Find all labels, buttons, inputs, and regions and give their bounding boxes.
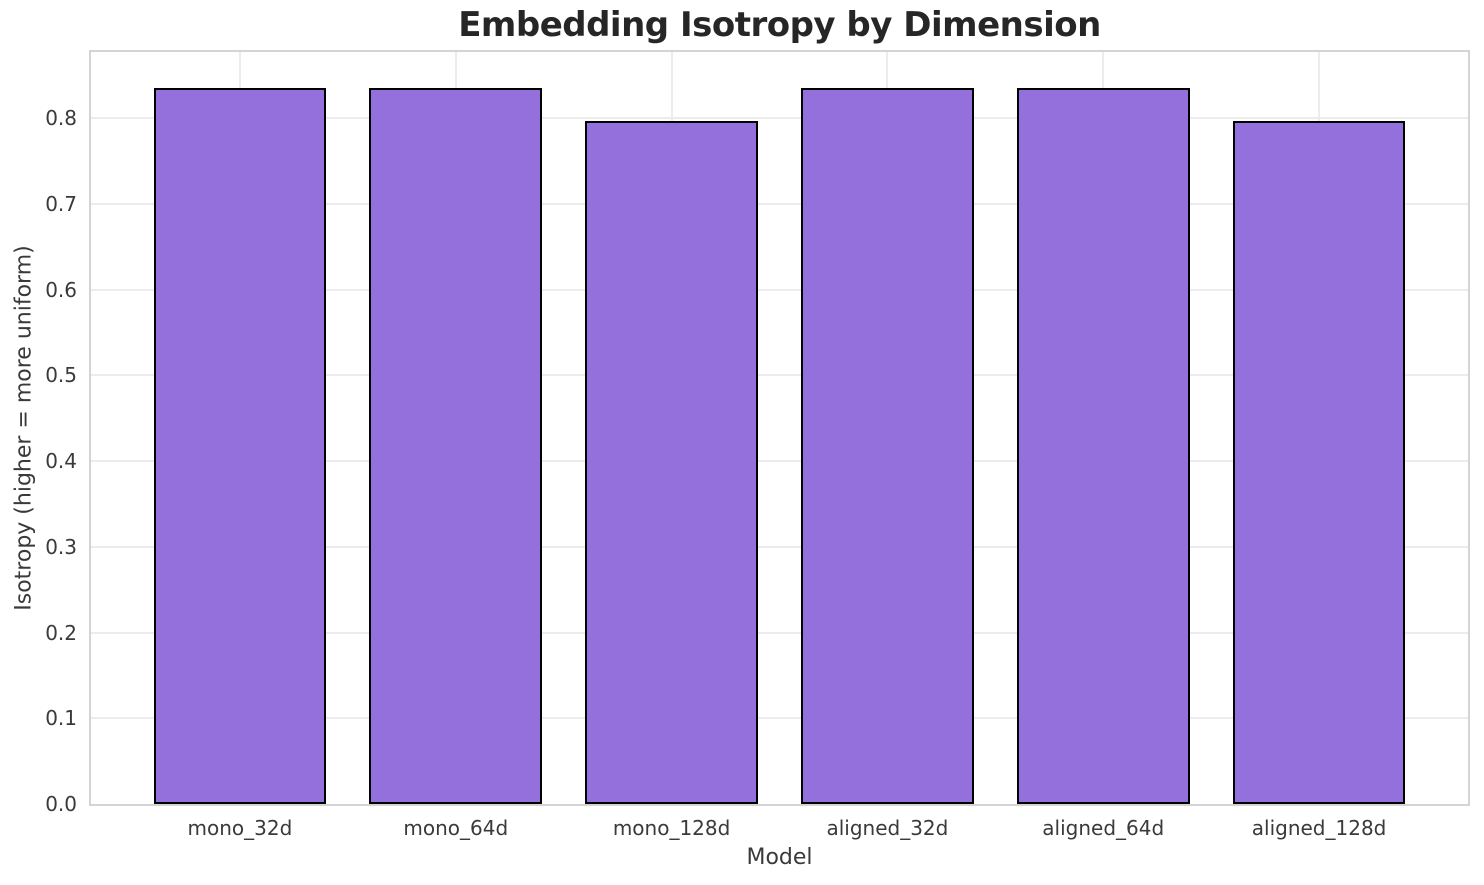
y-gridline-0.8 xyxy=(91,117,1468,120)
bar-aligned_32d xyxy=(801,88,974,804)
y-tick-label-0.2: 0.2 xyxy=(45,620,77,645)
x-tick-label-aligned_32d: aligned_32d xyxy=(826,816,949,840)
x-tick-label-mono_32d: mono_32d xyxy=(187,816,293,840)
y-tick-label-0.7: 0.7 xyxy=(45,191,77,216)
y-tick-label-0.4: 0.4 xyxy=(45,449,77,473)
y-gridline-0.7 xyxy=(91,202,1468,205)
y-tick-label-0.5: 0.5 xyxy=(45,363,77,388)
x-axis-label: Model xyxy=(746,845,813,870)
y-tick-label-0.8: 0.8 xyxy=(45,106,77,131)
y-gridline-0.5 xyxy=(91,374,1468,377)
x-tick-label-mono_64d: mono_64d xyxy=(403,816,509,840)
x-tick-label-mono_128d: mono_128d xyxy=(612,816,731,840)
y-gridline-0.1 xyxy=(91,717,1468,720)
bar-aligned_128d xyxy=(1232,120,1406,804)
y-gridline-0.3 xyxy=(91,545,1468,548)
bar-mono_64d xyxy=(369,88,543,804)
y-gridline-0.4 xyxy=(91,460,1468,462)
y-tick-label-0.6: 0.6 xyxy=(45,277,77,302)
y-tick-label-0.1: 0.1 xyxy=(45,706,77,731)
y-gridline-0.6 xyxy=(91,288,1468,291)
x-tick-label-aligned_128d: aligned_128d xyxy=(1251,816,1387,840)
y-axis-label: Isotropy (higher = more uniform) xyxy=(11,245,37,611)
y-tick-label-0.0: 0.0 xyxy=(45,792,77,816)
bar-mono_128d xyxy=(585,120,758,804)
x-tick-label-aligned_64d: aligned_64d xyxy=(1042,816,1165,840)
y-tick-label-0.3: 0.3 xyxy=(45,534,77,559)
chart-title: Embedding Isotropy by Dimension xyxy=(458,5,1101,45)
bar-mono_32d xyxy=(153,88,327,804)
plot-area xyxy=(91,52,1468,804)
y-gridline-0.2 xyxy=(91,631,1468,634)
bar-aligned_64d xyxy=(1016,88,1190,804)
